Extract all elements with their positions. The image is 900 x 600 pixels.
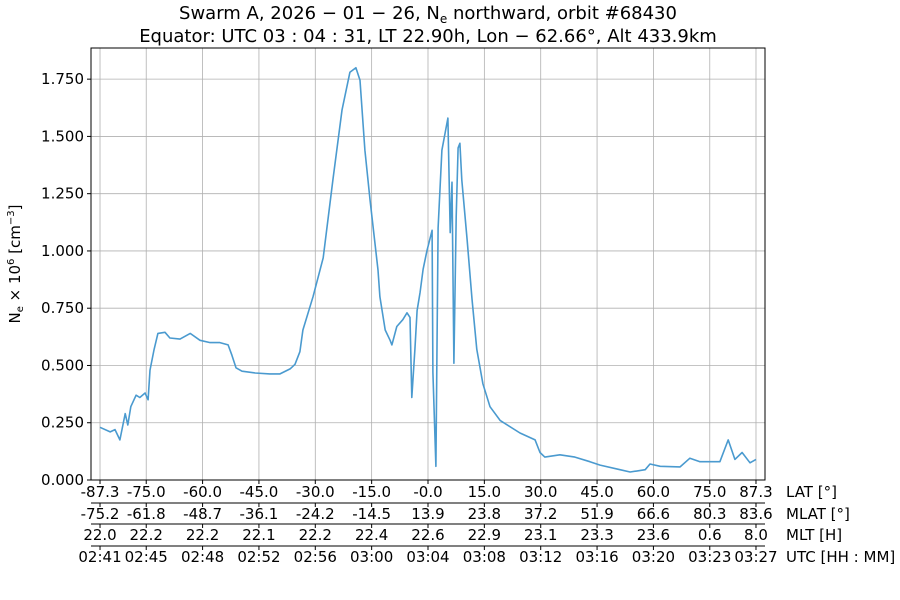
x-tick-label: 22.9 (468, 526, 501, 544)
x-tick-label: 22.1 (242, 526, 275, 544)
y-tick-label: 0.000 (41, 471, 84, 489)
x-tick-label: 03:27 (734, 548, 777, 566)
x-tick-label: 22.2 (299, 526, 332, 544)
x-tick-label: -60.0 (183, 483, 222, 501)
x-tick-label: -75.0 (127, 483, 166, 501)
x-tick-label: 66.6 (637, 505, 670, 523)
x-tick-label: 0.6 (698, 526, 722, 544)
x-tick-label: 22.2 (130, 526, 163, 544)
x-tick-label: 51.9 (580, 505, 613, 523)
x-tick-label: 03:00 (350, 548, 393, 566)
y-tick-label: 0.500 (41, 356, 84, 374)
x-tick-label: -30.0 (296, 483, 335, 501)
x-tick-label: 03:12 (519, 548, 562, 566)
x-tick-label: -0.0 (413, 483, 442, 501)
x-tick-label: 03:20 (632, 548, 675, 566)
x-tick-label: 8.0 (744, 526, 768, 544)
chart-title-line1: Swarm A, 2026 − 01 − 26, Ne northward, o… (179, 3, 677, 26)
y-axis-label: Ne × 106 [cm−3] (6, 204, 26, 323)
x-tick-label: 30.0 (524, 483, 557, 501)
grid (91, 48, 765, 481)
x-tick-label: 37.2 (524, 505, 557, 523)
chart-title-line2: Equator: UTC 03 : 04 : 31, LT 22.90h, Lo… (139, 26, 717, 47)
x-tick-label: 15.0 (468, 483, 501, 501)
y-tick-label: 1.500 (41, 127, 84, 145)
y-tick-label: 1.750 (41, 70, 84, 88)
row-label: MLAT [°] (786, 505, 850, 523)
x-tick-label: 87.3 (739, 483, 772, 501)
x-tick-label: 03:04 (406, 548, 449, 566)
x-tick-label: -45.0 (240, 483, 279, 501)
x-tick-label: 03:08 (463, 548, 506, 566)
x-tick-label: 13.9 (411, 505, 444, 523)
x-tick-label: 45.0 (580, 483, 613, 501)
y-tick-label: 1.000 (41, 242, 84, 260)
x-tick-label: 02:48 (181, 548, 224, 566)
series-line (99, 66, 757, 473)
x-tick-label: 22.6 (411, 526, 444, 544)
y-axis: 0.000 0.250 0.500 0.750 1.000 1.250 1.500 1.750 (41, 70, 91, 489)
x-tick-label: -14.5 (352, 505, 391, 523)
x-tick-label: -15.0 (352, 483, 391, 501)
y-tick-label: 0.250 (41, 414, 84, 432)
x-tick-label: -24.2 (296, 505, 335, 523)
x-tick-label: 02:41 (78, 548, 121, 566)
y-tick-label: 1.250 (41, 185, 84, 203)
x-tick-label: 22.2 (186, 526, 219, 544)
row-label: MLT [H] (786, 526, 842, 544)
x-tick-label: 83.6 (739, 505, 772, 523)
x-tick-label: 60.0 (637, 483, 670, 501)
x-tick-label: 02:56 (294, 548, 337, 566)
x-tick-label: 02:45 (125, 548, 168, 566)
x-tick-label: -87.3 (81, 483, 120, 501)
x-tick-label: 22.4 (355, 526, 388, 544)
row-label: LAT [°] (786, 483, 837, 501)
x-tick-label: 23.6 (637, 526, 670, 544)
x-tick-label: 23.8 (468, 505, 501, 523)
x-axis-rows: -87.3 -75.0 -60.0 -45.0 -30.0 -15.0 -0.0 15.0 30… (78, 480, 895, 566)
x-tick-label: 80.3 (693, 505, 726, 523)
x-tick-label: 22.0 (83, 526, 116, 544)
row-label: UTC [HH : MM] (786, 548, 895, 566)
x-tick-label: -48.7 (183, 505, 222, 523)
x-tick-label: 03:23 (688, 548, 731, 566)
x-tick-label: 75.0 (693, 483, 726, 501)
x-tick-label: 23.1 (524, 526, 557, 544)
x-tick-label: -75.2 (81, 505, 120, 523)
x-tick-label: -36.1 (240, 505, 279, 523)
y-tick-label: 0.750 (41, 299, 84, 317)
x-tick-label: 23.3 (580, 526, 613, 544)
x-tick-label: 02:52 (237, 548, 280, 566)
x-tick-label: 03:16 (575, 548, 618, 566)
x-tick-label: -61.8 (127, 505, 166, 523)
plot-frame (90, 47, 766, 481)
